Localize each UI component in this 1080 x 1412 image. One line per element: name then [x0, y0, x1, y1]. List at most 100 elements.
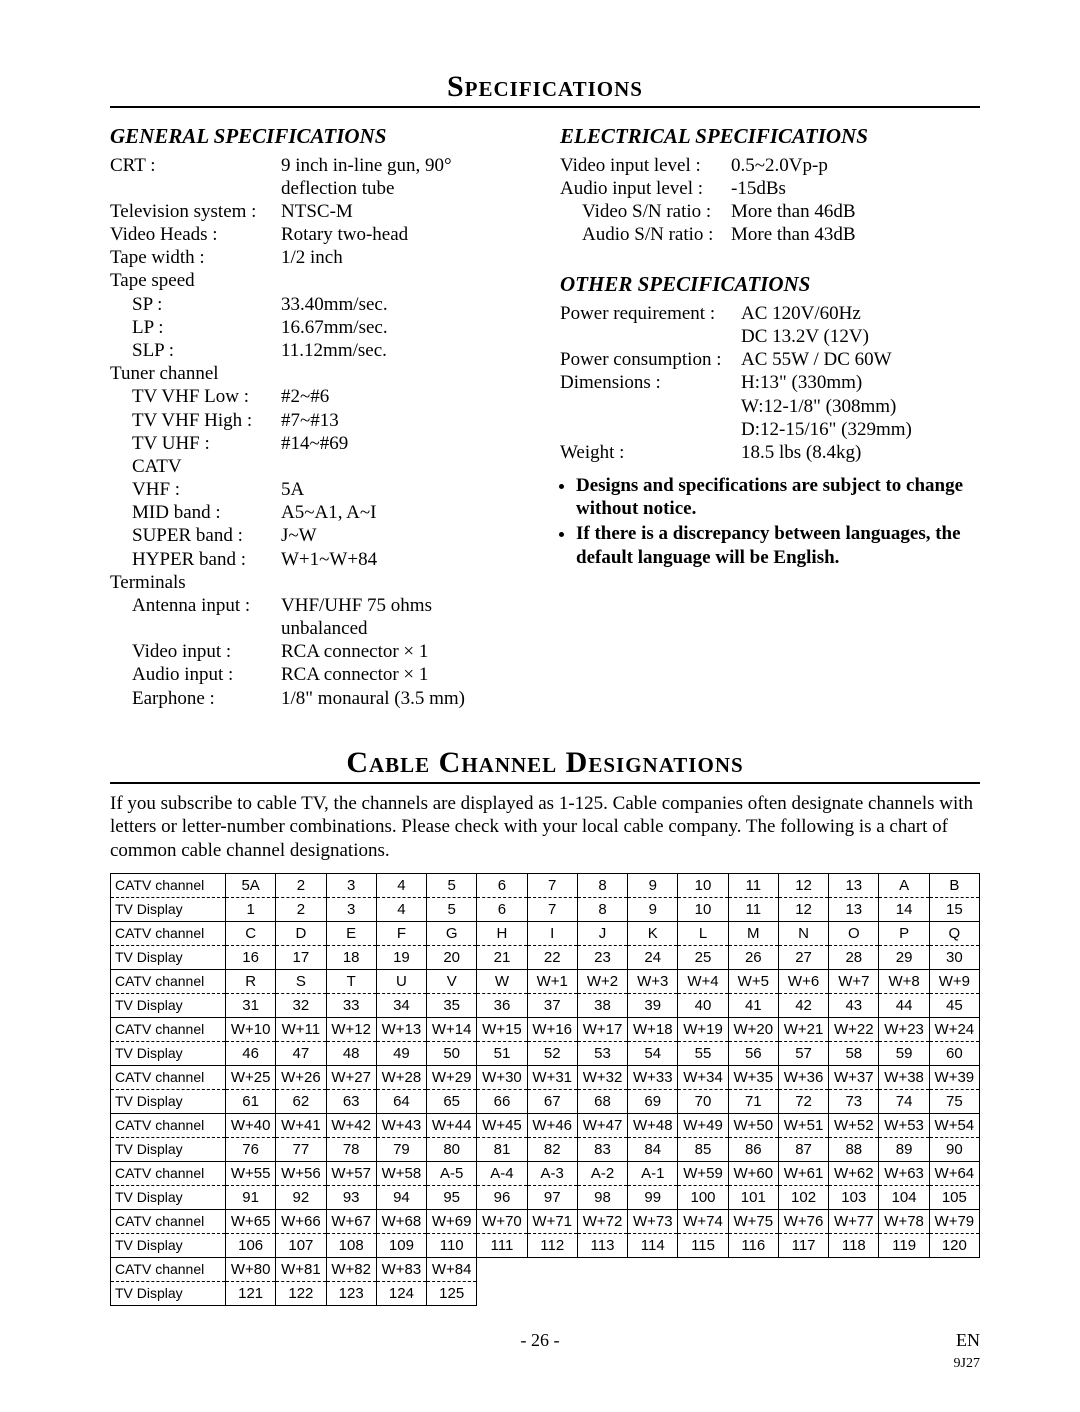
power-cons-value: AC 55W / DC 60W [741, 348, 980, 371]
tv-cell: 40 [678, 993, 728, 1017]
video-input-label: Video input : [110, 640, 281, 663]
earphone-value: 1/8" monaural (3.5 mm) [281, 687, 530, 710]
catv-cell [477, 1257, 527, 1281]
catv-cell: W+64 [929, 1161, 979, 1185]
spec-columns: GENERAL SPECIFICATIONS CRT :9 inch in-li… [110, 114, 980, 710]
tv-cell [628, 1281, 678, 1305]
tv-cell: 74 [879, 1089, 929, 1113]
tv-cell: 35 [427, 993, 477, 1017]
notes: Designs and specifications are subject t… [560, 474, 980, 569]
tv-cell: 12 [778, 897, 828, 921]
catv-cell: 8 [577, 873, 627, 897]
video-level-value: 0.5~2.0Vp-p [731, 154, 980, 177]
audio-sn-label: Audio S/N ratio : [560, 223, 731, 246]
tv-cell: 101 [728, 1185, 778, 1209]
lp-value: 16.67mm/sec. [281, 316, 530, 339]
catv-cell [527, 1257, 577, 1281]
catv-cell: W+13 [376, 1017, 426, 1041]
catv-cell: W+29 [427, 1065, 477, 1089]
tv-cell: 18 [326, 945, 376, 969]
catv-cell: 13 [829, 873, 879, 897]
general-spec-list: CRT :9 inch in-line gun, 90° deflection … [110, 154, 530, 710]
catv-cell: W+61 [778, 1161, 828, 1185]
audio-input-value: RCA connector × 1 [281, 663, 530, 686]
catv-cell: N [778, 921, 828, 945]
catv-cell: 6 [477, 873, 527, 897]
catv-cell: A-2 [577, 1161, 627, 1185]
catv-cell: J [577, 921, 627, 945]
catv-cell: W+71 [527, 1209, 577, 1233]
catv-cell: W+73 [628, 1209, 678, 1233]
catv-cell: W+49 [678, 1113, 728, 1137]
tv-cell: 84 [628, 1137, 678, 1161]
catv-cell: W+45 [477, 1113, 527, 1137]
catv-channel-header: CATV channel [111, 1113, 226, 1137]
tv-cell: 23 [577, 945, 627, 969]
catv-cell: 12 [778, 873, 828, 897]
tv-cell: 6 [477, 897, 527, 921]
tv-cell: 43 [829, 993, 879, 1017]
catv-cell: G [427, 921, 477, 945]
catv-cell: T [326, 969, 376, 993]
tv-cell: 15 [929, 897, 979, 921]
tv-cell: 70 [678, 1089, 728, 1113]
tv-system-label: Television system : [110, 200, 281, 223]
tv-display-header: TV Display [111, 993, 226, 1017]
catv-cell: W+48 [628, 1113, 678, 1137]
tv-cell: 95 [427, 1185, 477, 1209]
catv-cell: W+44 [427, 1113, 477, 1137]
tv-cell: 32 [276, 993, 326, 1017]
catv-cell: W+67 [326, 1209, 376, 1233]
catv-cell: C [226, 921, 276, 945]
catv-cell: Q [929, 921, 979, 945]
tv-cell: 97 [527, 1185, 577, 1209]
tv-cell: 86 [728, 1137, 778, 1161]
catv-cell: W+23 [879, 1017, 929, 1041]
heading-specifications: Specifications [110, 70, 980, 108]
catv-cell: W+56 [276, 1161, 326, 1185]
uhf-value: #14~#69 [281, 432, 530, 455]
catv-channel-header: CATV channel [111, 1065, 226, 1089]
catv-cell: W+17 [577, 1017, 627, 1041]
tv-cell: 28 [829, 945, 879, 969]
dimensions-value-3: D:12-15/16" (329mm) [741, 418, 980, 441]
catv-cell: W+75 [728, 1209, 778, 1233]
catv-vhf-label: VHF : [110, 478, 281, 501]
earphone-label: Earphone : [110, 687, 281, 710]
catv-cell: W+11 [276, 1017, 326, 1041]
tv-cell: 59 [879, 1041, 929, 1065]
video-sn-label: Video S/N ratio : [560, 200, 731, 223]
catv-cell: V [427, 969, 477, 993]
tv-display-header: TV Display [111, 1185, 226, 1209]
heading-electrical: ELECTRICAL SPECIFICATIONS [560, 124, 980, 150]
vhf-low-label: TV VHF Low : [110, 385, 281, 408]
tv-cell: 1 [226, 897, 276, 921]
catv-cell: W+39 [929, 1065, 979, 1089]
weight-value: 18.5 lbs (8.4kg) [741, 441, 980, 464]
tv-cell: 83 [577, 1137, 627, 1161]
catv-cell: A-4 [477, 1161, 527, 1185]
tv-cell: 89 [879, 1137, 929, 1161]
super-band-value: J~W [281, 524, 530, 547]
tv-cell: 46 [226, 1041, 276, 1065]
tv-cell: 33 [326, 993, 376, 1017]
catv-cell: W+35 [728, 1065, 778, 1089]
catv-cell: W+59 [678, 1161, 728, 1185]
catv-cell: 7 [527, 873, 577, 897]
tv-cell: 76 [226, 1137, 276, 1161]
tv-cell: 104 [879, 1185, 929, 1209]
video-input-value: RCA connector × 1 [281, 640, 530, 663]
dimensions-label: Dimensions : [560, 371, 741, 394]
dimensions-value: H:13" (330mm) [741, 371, 980, 394]
catv-cell: W+78 [879, 1209, 929, 1233]
catv-cell: W+16 [527, 1017, 577, 1041]
tv-cell: 98 [577, 1185, 627, 1209]
catv-cell: W+80 [226, 1257, 276, 1281]
catv-cell: M [728, 921, 778, 945]
tv-cell: 66 [477, 1089, 527, 1113]
catv-cell: W+9 [929, 969, 979, 993]
tv-cell: 38 [577, 993, 627, 1017]
vhf-high-label: TV VHF High : [110, 409, 281, 432]
page: Specifications GENERAL SPECIFICATIONS CR… [0, 0, 1080, 1412]
tv-cell: 122 [276, 1281, 326, 1305]
